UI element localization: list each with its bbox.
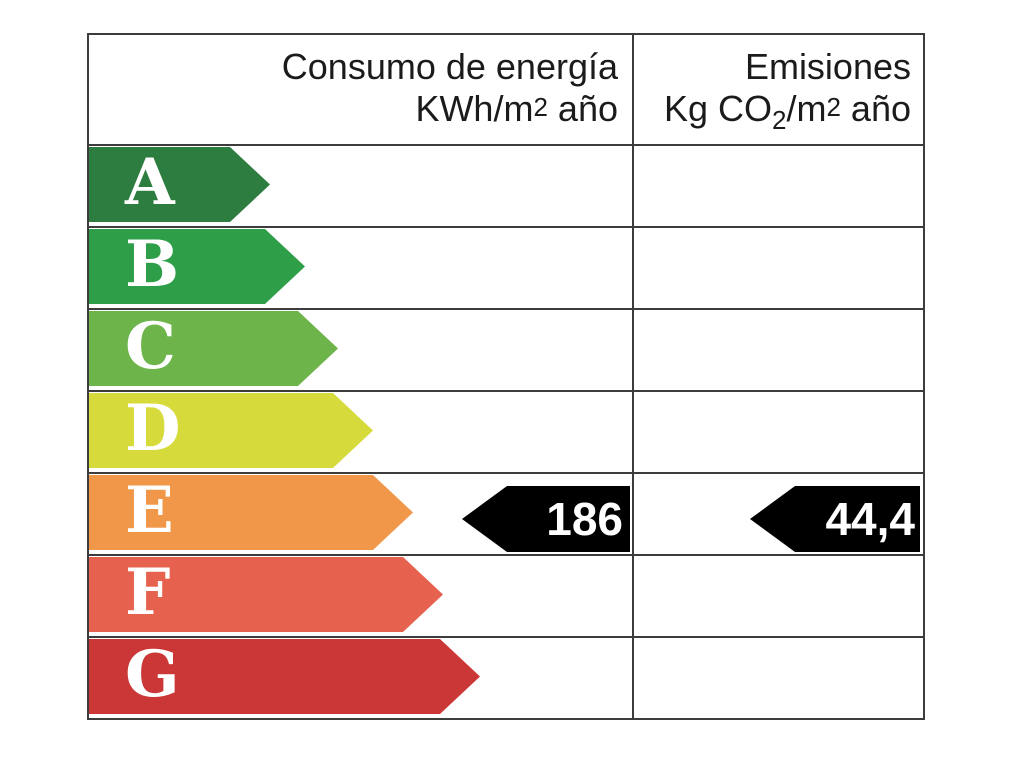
rating-letter-g: G — [125, 636, 180, 712]
emissions-value: 44,4 — [825, 493, 915, 545]
rating-letter-b: B — [125, 226, 180, 302]
consumption-value: 186 — [546, 493, 623, 545]
rating-bar-b: B — [89, 229, 305, 304]
rating-row-c: C — [89, 310, 923, 392]
rating-bar-c: C — [89, 311, 338, 386]
consumption-value-arrow: 186 — [462, 486, 630, 552]
consumption-header-unit: KWh/m2 año — [89, 87, 618, 129]
consumption-unit-prefix: KWh/m — [415, 88, 534, 129]
rating-letter-c: C — [125, 308, 176, 384]
rating-bar-e: E — [89, 475, 413, 550]
emissions-unit-suffix: año — [840, 88, 911, 129]
rating-rows: A B C D E 186 44,4 F G — [89, 146, 923, 718]
rating-row-d: D — [89, 392, 923, 474]
consumption-unit-suffix: año — [547, 88, 618, 129]
rating-row-g: G — [89, 638, 923, 718]
emissions-value-arrow: 44,4 — [750, 486, 920, 552]
consumption-header-title: Consumo de energía — [281, 46, 618, 87]
rating-row-b: B — [89, 228, 923, 310]
rating-row-f: F — [89, 556, 923, 638]
consumption-column-header: Consumo de energía KWh/m2 año — [89, 35, 634, 144]
emissions-unit-mid: /m — [786, 88, 827, 129]
rating-bar-d: D — [89, 393, 373, 468]
emissions-header-title: Emisiones — [744, 46, 911, 87]
rating-letter-e: E — [125, 472, 174, 548]
emissions-header-unit: Kg CO2/m2 año — [634, 87, 911, 140]
rating-row-e: E 186 44,4 — [89, 474, 923, 556]
rating-bar-g: G — [89, 639, 480, 714]
rating-bar-f: F — [89, 557, 443, 632]
emissions-unit-superscript: 2 — [826, 92, 841, 122]
emissions-unit-prefix: Kg CO — [663, 88, 772, 129]
rating-letter-a: A — [125, 144, 175, 220]
column-divider-line — [632, 35, 634, 718]
rating-letter-f: F — [125, 554, 171, 630]
rating-table: Consumo de energía KWh/m2 año Emisiones … — [87, 33, 925, 720]
rating-bar-a: A — [89, 147, 270, 222]
emissions-column-header: Emisiones Kg CO2/m2 año — [634, 35, 923, 144]
rating-letter-d: D — [125, 390, 181, 466]
rating-row-a: A — [89, 146, 923, 228]
consumption-unit-superscript: 2 — [533, 92, 548, 122]
emissions-unit-subscript: 2 — [771, 105, 787, 135]
table-header: Consumo de energía KWh/m2 año Emisiones … — [89, 35, 923, 146]
